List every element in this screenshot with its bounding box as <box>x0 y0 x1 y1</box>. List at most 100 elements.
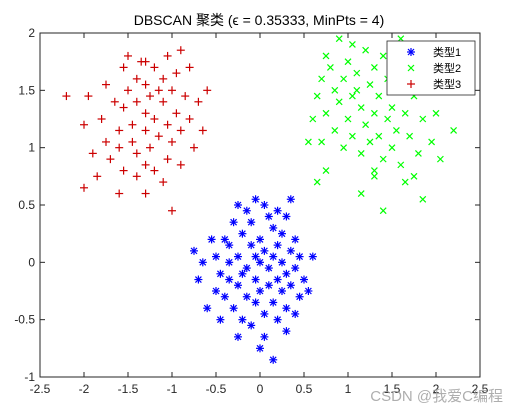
data-point <box>366 138 374 146</box>
data-point <box>340 144 348 152</box>
data-point <box>115 143 124 152</box>
data-point <box>198 258 207 267</box>
data-point <box>80 183 88 192</box>
data-point <box>282 269 291 278</box>
data-point <box>260 309 269 318</box>
x-tick-label: 1.5 <box>384 382 401 396</box>
data-point <box>172 69 181 78</box>
legend-marker-1 <box>407 48 415 56</box>
data-point <box>428 138 436 146</box>
data-point <box>97 115 106 123</box>
data-point <box>216 315 225 324</box>
data-point <box>282 304 291 313</box>
x-tick-label: -1.5 <box>118 382 139 396</box>
data-point <box>247 321 256 330</box>
data-point <box>168 206 176 215</box>
data-point <box>379 207 387 215</box>
data-point <box>225 241 234 250</box>
data-point <box>414 149 422 157</box>
data-point <box>159 74 168 83</box>
data-point <box>419 195 427 203</box>
data-point <box>229 218 238 227</box>
data-point <box>119 103 128 112</box>
data-point <box>370 109 378 117</box>
data-point <box>308 252 317 261</box>
data-point <box>264 281 273 290</box>
data-point <box>300 275 308 284</box>
data-point <box>176 126 185 135</box>
data-point <box>132 74 141 83</box>
data-point <box>295 292 304 301</box>
data-point <box>159 178 168 187</box>
data-point <box>124 86 132 95</box>
data-point <box>353 86 361 94</box>
data-point <box>291 235 300 244</box>
data-point <box>269 355 278 364</box>
data-point <box>176 160 185 169</box>
data-point <box>119 166 128 175</box>
y-tick-label: -0.5 <box>14 313 35 327</box>
data-point <box>132 172 141 181</box>
data-point <box>260 246 269 255</box>
y-tick-label: 0.5 <box>18 198 35 212</box>
plot-area <box>62 35 458 364</box>
data-point <box>348 132 356 140</box>
data-point <box>282 212 291 221</box>
data-point <box>185 63 194 72</box>
data-point <box>119 63 128 72</box>
data-point <box>335 35 343 43</box>
data-point <box>273 275 282 284</box>
data-point <box>401 178 409 186</box>
data-point <box>264 212 273 221</box>
data-point <box>269 298 278 307</box>
data-point <box>141 80 150 89</box>
data-point <box>256 287 264 295</box>
data-point <box>370 167 378 175</box>
data-point <box>286 246 295 255</box>
data-point <box>278 258 286 267</box>
data-point <box>207 235 216 244</box>
data-point <box>106 155 115 164</box>
data-point <box>348 92 356 100</box>
data-point <box>229 304 238 313</box>
data-point <box>322 167 330 175</box>
data-point <box>344 58 352 66</box>
data-point <box>264 264 273 273</box>
data-point <box>397 161 405 169</box>
data-point <box>251 298 260 307</box>
data-point <box>181 92 190 101</box>
data-point <box>154 86 163 95</box>
data-point <box>370 63 378 71</box>
data-point <box>366 81 374 89</box>
legend-marker-3 <box>407 80 415 88</box>
data-point <box>322 109 330 117</box>
data-point <box>251 252 260 261</box>
data-point <box>150 115 159 123</box>
x-tick-label: 0 <box>257 382 264 396</box>
x-tick-label: 1 <box>345 382 352 396</box>
data-point <box>212 252 220 261</box>
data-point <box>102 80 110 89</box>
data-point <box>234 281 242 290</box>
data-point <box>115 126 124 135</box>
chart-title: DBSCAN 聚类 (ϵ = 0.35333, MinPts = 4) <box>134 12 385 28</box>
data-point <box>238 269 247 278</box>
data-point <box>242 264 251 273</box>
data-point <box>137 57 146 66</box>
data-point <box>203 86 212 95</box>
data-point <box>198 126 207 135</box>
data-point <box>362 46 370 54</box>
data-point <box>128 120 137 129</box>
data-point <box>163 51 172 60</box>
data-point <box>286 281 295 290</box>
data-point <box>247 218 256 227</box>
data-point <box>154 132 163 141</box>
series-3 <box>62 46 212 215</box>
data-point <box>392 127 400 134</box>
data-point <box>357 149 365 157</box>
data-point <box>260 332 269 341</box>
data-point <box>251 195 260 204</box>
data-point <box>256 235 264 244</box>
data-point <box>370 172 378 180</box>
data-point <box>344 115 352 123</box>
